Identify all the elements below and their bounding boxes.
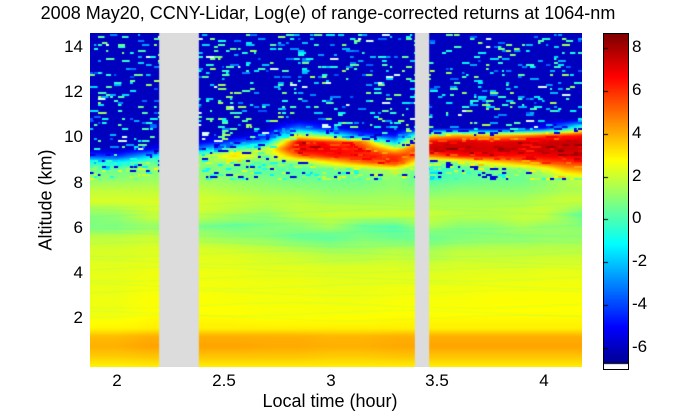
x-tick-2p5: 2.5 — [212, 371, 236, 390]
colorbar-tick-n6: -6 — [632, 337, 648, 356]
colorbar-tick-n4: -4 — [632, 294, 648, 313]
x-tick-3: 3 — [326, 371, 336, 390]
y-tick-2: 2 — [73, 308, 83, 327]
colorbar-tick-4: 4 — [632, 123, 642, 142]
x-tick-2: 2 — [112, 371, 122, 390]
chart-title: 2008 May20, CCNY-Lidar, Log(e) of range-… — [40, 3, 616, 23]
y-tick-10: 10 — [64, 127, 83, 146]
colorbar-tick-n2: -2 — [632, 251, 648, 270]
colorbar-tick-0: 0 — [632, 208, 642, 227]
y-tick-8: 8 — [73, 173, 83, 192]
y-tick-4: 4 — [73, 263, 83, 282]
colorbar-tick-6: 6 — [632, 80, 642, 99]
colorbar-tick-8: 8 — [632, 37, 642, 56]
x-tick-3p5: 3.5 — [425, 371, 449, 390]
x-tick-4: 4 — [539, 371, 549, 390]
colorbar-canvas — [603, 33, 629, 370]
heatmap-canvas — [90, 33, 582, 367]
colorbar-tick-2: 2 — [632, 166, 642, 185]
y-tick-14: 14 — [64, 37, 83, 56]
y-tick-12: 12 — [64, 82, 83, 101]
x-axis-label: Local time (hour) — [262, 391, 398, 411]
y-tick-6: 6 — [73, 218, 83, 237]
